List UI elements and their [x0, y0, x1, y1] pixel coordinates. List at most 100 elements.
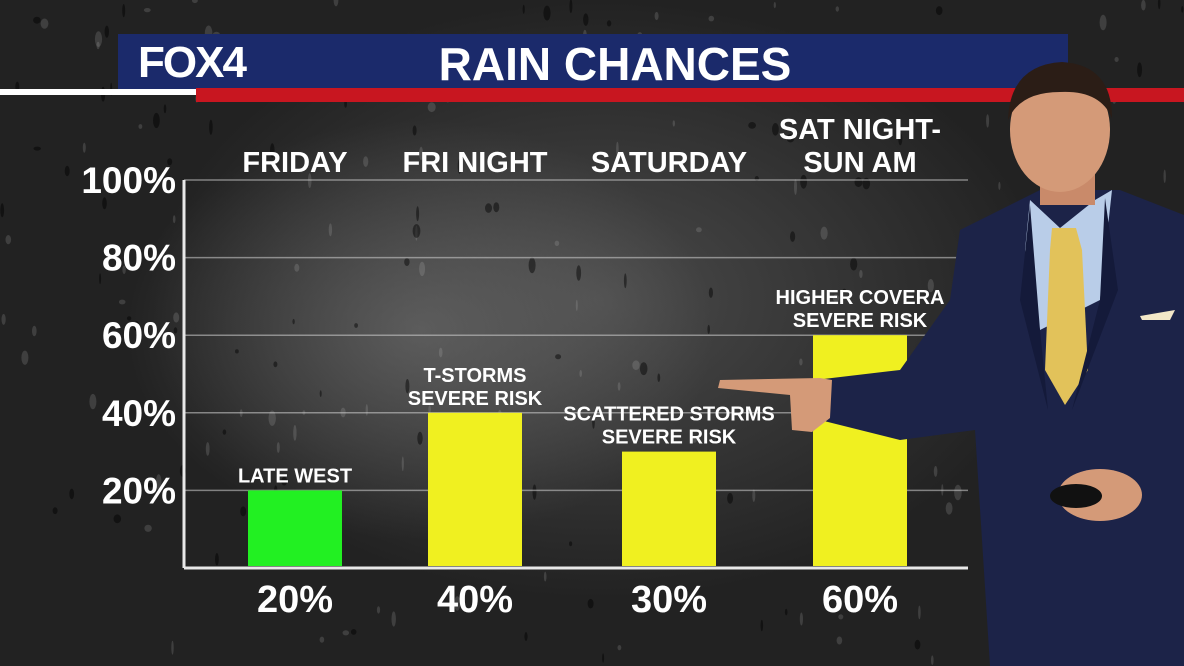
- raindrop: [672, 120, 675, 127]
- raindrop: [319, 636, 325, 643]
- raindrop: [1114, 57, 1119, 62]
- raindrop: [412, 224, 421, 238]
- value-label: 40%: [437, 579, 513, 621]
- raindrop: [147, 483, 155, 488]
- raindrop: [752, 489, 756, 503]
- bar: [428, 412, 522, 566]
- raindrop: [799, 612, 804, 626]
- raindrop: [587, 598, 594, 609]
- white-accent-line: [0, 89, 200, 95]
- raindrop: [245, 160, 251, 168]
- raindrop: [708, 15, 715, 22]
- raindrop: [707, 324, 710, 334]
- raindrop: [417, 431, 423, 445]
- raindrop: [96, 41, 100, 50]
- raindrop: [5, 235, 12, 245]
- raindrop: [569, 0, 573, 14]
- raindrop: [773, 2, 776, 9]
- y-tick-label: 40%: [102, 393, 176, 434]
- raindrop: [617, 382, 621, 391]
- raindrop: [838, 614, 844, 620]
- raindrop: [155, 474, 162, 490]
- raindrop: [800, 174, 807, 189]
- raindrop: [583, 13, 589, 26]
- raindrop: [1141, 0, 1146, 11]
- raindrop: [918, 605, 921, 620]
- raindrop: [616, 141, 619, 157]
- raindrop: [64, 165, 70, 177]
- raindrop: [1163, 169, 1166, 183]
- raindrop: [832, 294, 840, 303]
- raindrop: [1181, 5, 1184, 13]
- raindrop: [122, 265, 126, 275]
- bar-annotation: HIGHER COVERA: [776, 287, 945, 309]
- raindrop: [835, 6, 839, 12]
- raindrop: [772, 123, 779, 136]
- raindrop: [657, 373, 661, 383]
- raindrop: [820, 226, 828, 240]
- raindrop: [623, 273, 627, 289]
- raindrop: [927, 279, 934, 293]
- raindrop: [163, 498, 168, 503]
- page-title: RAIN CHANCES: [438, 38, 792, 90]
- raindrop: [428, 405, 431, 414]
- raindrop: [708, 287, 714, 298]
- raindrop: [522, 4, 525, 14]
- raindrop: [691, 437, 697, 443]
- raindrop: [438, 347, 443, 358]
- raindrop: [344, 100, 347, 108]
- raindrop: [760, 619, 764, 632]
- value-label: 60%: [822, 579, 898, 621]
- raindrop: [167, 158, 173, 166]
- category-labels: FRIDAY FRI NIGHT SATURDAY SAT NIGHT-SUN AM: [242, 114, 941, 179]
- presenter-tie: [1045, 228, 1088, 405]
- raindrop: [602, 653, 605, 663]
- raindrop: [354, 323, 358, 328]
- raindrop: [555, 354, 562, 360]
- raindrop: [153, 112, 160, 129]
- bar-annotation: SCATTERED STORMS: [563, 404, 775, 426]
- raindrop: [376, 606, 381, 614]
- raindrop: [113, 514, 122, 524]
- raindrop: [21, 350, 29, 365]
- red-accent-line: [196, 88, 1184, 102]
- raindrop: [931, 655, 934, 665]
- raindrop: [273, 361, 278, 368]
- raindrop: [363, 156, 369, 168]
- raindrop: [419, 261, 426, 277]
- raindrop: [270, 143, 275, 158]
- raindrop: [1099, 14, 1107, 31]
- raindrop: [122, 4, 126, 18]
- raindrop: [52, 507, 58, 515]
- bar-annotation: SEVERE RISK: [408, 388, 543, 410]
- raindrop: [222, 429, 227, 435]
- raindrop: [268, 410, 276, 426]
- presenter-head: [1010, 68, 1110, 192]
- presenter-suit: [815, 190, 1184, 666]
- raindrop: [427, 102, 436, 113]
- raindrop: [33, 146, 41, 151]
- raindrop: [954, 484, 962, 501]
- raindrop: [914, 639, 921, 650]
- raindrop: [69, 488, 75, 500]
- bar-annotation: LATE WEST: [238, 465, 352, 487]
- raindrop: [532, 484, 537, 500]
- presenter-hair: [1008, 62, 1112, 120]
- raindrop: [126, 316, 132, 321]
- raindrop: [903, 313, 908, 319]
- raindrop: [40, 18, 49, 29]
- raindrop: [617, 645, 622, 651]
- raindrop: [33, 16, 41, 24]
- raindrop: [328, 223, 333, 237]
- raindrop: [143, 8, 151, 13]
- pocket-square: [1140, 310, 1175, 320]
- category-label: SUN AM: [803, 147, 916, 179]
- raindrop: [727, 492, 734, 504]
- value-labels: 20% 40% 30% 60%: [257, 579, 898, 621]
- raindrop: [606, 20, 612, 27]
- raindrop: [716, 435, 720, 444]
- raindrop: [342, 630, 350, 636]
